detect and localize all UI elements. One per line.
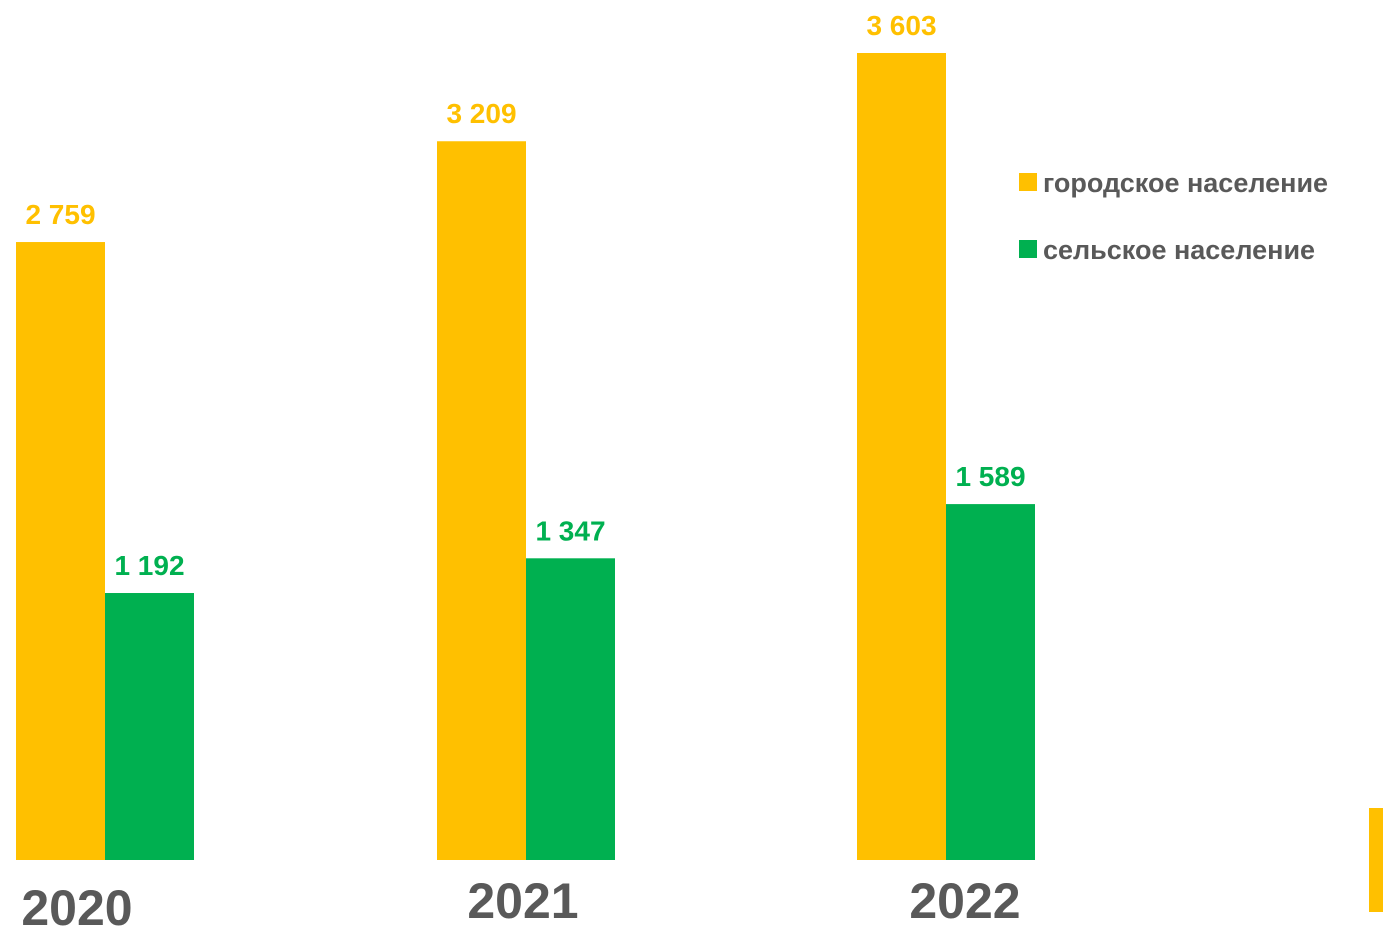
category-labels-group: 2020 2021 2022 [21,873,1020,929]
bars-group [16,53,1035,861]
bar-rural-2020 [105,593,194,860]
value-label-urban-2022: 3 603 [866,10,936,41]
bar-urban-2021 [437,141,526,861]
legend-swatch-rural [1019,240,1037,258]
bar-rural-2021 [526,558,615,860]
value-label-rural-2022: 1 589 [955,461,1025,492]
value-label-rural-2020: 1 192 [114,550,184,581]
value-label-urban-2020: 2 759 [25,199,95,230]
legend: городское население сельское население [1019,168,1328,265]
value-labels-group: 2 759 1 192 3 209 1 347 3 603 1 589 [25,10,1025,581]
bar-rural-2022 [946,504,1035,860]
bar-urban-2022 [857,53,946,860]
legend-label-urban: городское население [1043,168,1328,198]
category-label-2022: 2022 [909,873,1020,929]
legend-label-rural: сельское население [1043,235,1315,265]
legend-swatch-urban [1019,173,1037,191]
category-label-2020: 2020 [21,880,132,929]
value-label-rural-2021: 1 347 [535,515,605,546]
accent-bar [1369,808,1383,912]
category-label-2021: 2021 [467,873,578,929]
value-label-urban-2021: 3 209 [446,98,516,129]
bar-urban-2020 [16,242,105,861]
